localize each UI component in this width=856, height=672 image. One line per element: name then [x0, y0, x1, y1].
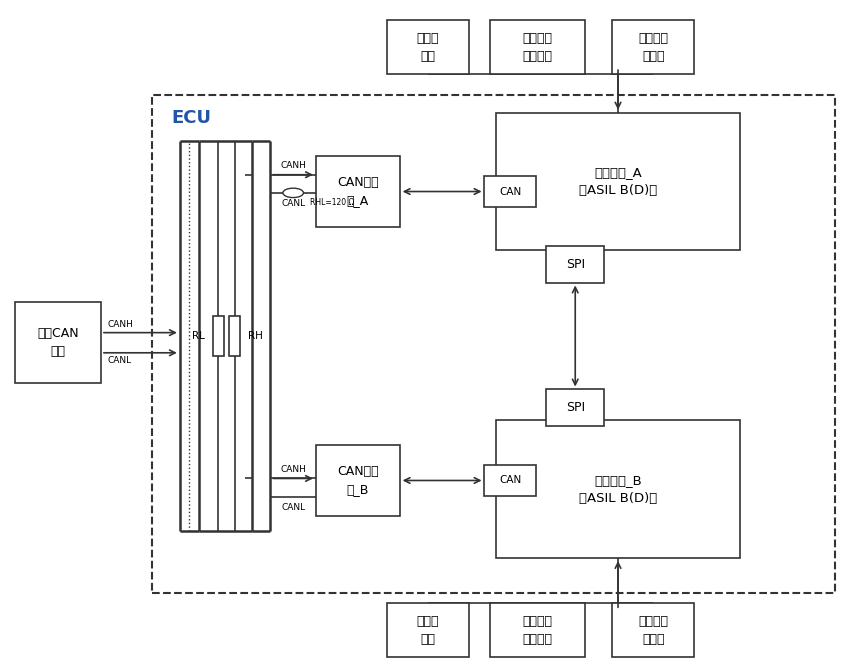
Text: 转子角度
传感器: 转子角度 传感器	[638, 32, 669, 62]
Text: 扭矩传
感器: 扭矩传 感器	[417, 32, 439, 62]
Text: 转子角度
传感器: 转子角度 传感器	[638, 615, 669, 646]
Bar	[316, 157, 400, 227]
Text: 方向盘角
度传感器: 方向盘角 度传感器	[522, 615, 553, 646]
Text: 扭矩传
感器: 扭矩传 感器	[417, 615, 439, 646]
Bar	[496, 113, 740, 251]
Text: CANH: CANH	[280, 464, 306, 474]
Text: CANH: CANH	[280, 161, 306, 170]
Bar	[490, 20, 585, 74]
Bar	[613, 20, 693, 74]
Bar	[15, 302, 101, 383]
Text: CANL: CANL	[281, 199, 306, 208]
Bar	[387, 603, 469, 657]
Text: CAN: CAN	[499, 187, 521, 196]
Bar	[152, 95, 835, 593]
Bar	[613, 603, 693, 657]
Text: CAN收发
器_A: CAN收发 器_A	[337, 176, 378, 207]
Text: CANH: CANH	[108, 320, 134, 329]
Text: 整车CAN
网络: 整车CAN 网络	[38, 327, 79, 358]
Text: RH: RH	[248, 331, 263, 341]
Text: 主控单元_A
（ASIL B(D)）: 主控单元_A （ASIL B(D)）	[579, 166, 657, 197]
Bar	[212, 316, 224, 356]
Text: 方向盘角
度传感器: 方向盘角 度传感器	[522, 32, 553, 62]
Text: CAN收发
器_B: CAN收发 器_B	[337, 465, 378, 496]
Bar	[496, 421, 740, 558]
Ellipse shape	[282, 188, 303, 198]
Bar	[316, 446, 400, 516]
Text: CAN: CAN	[499, 476, 521, 485]
Bar	[387, 20, 469, 74]
Text: SPI: SPI	[566, 401, 585, 415]
Bar	[546, 390, 604, 427]
Bar	[484, 466, 536, 496]
Text: CANL: CANL	[281, 503, 306, 512]
Bar	[490, 603, 585, 657]
Bar	[229, 316, 240, 356]
Text: 主控单元_B
（ASIL B(D)）: 主控单元_B （ASIL B(D)）	[579, 474, 657, 505]
Text: CANL: CANL	[108, 356, 132, 366]
Text: RHL=120 Ω: RHL=120 Ω	[310, 198, 354, 207]
Bar	[546, 245, 604, 282]
Text: RL: RL	[192, 331, 205, 341]
Bar	[484, 176, 536, 207]
Text: SPI: SPI	[566, 257, 585, 271]
Text: ECU: ECU	[171, 109, 211, 126]
